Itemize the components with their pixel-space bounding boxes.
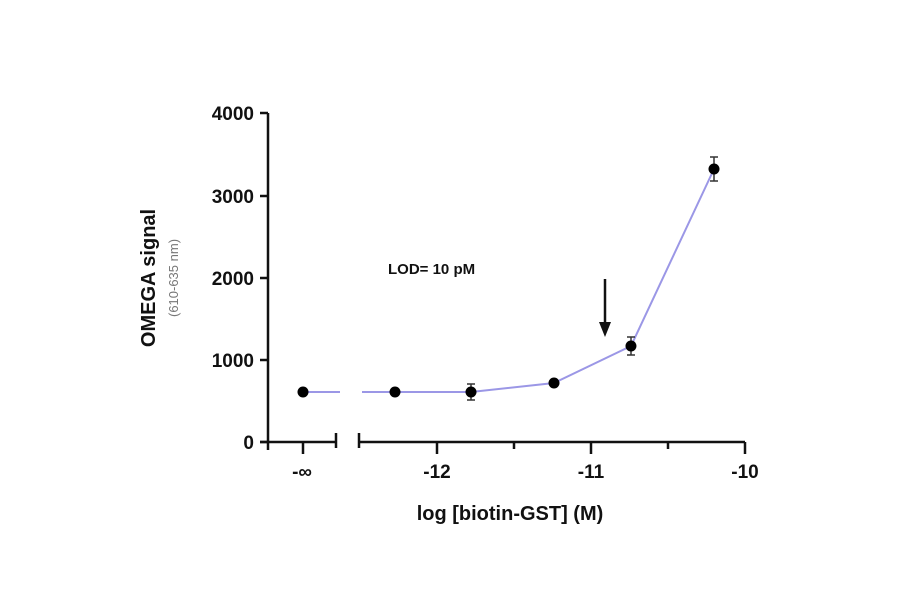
data-point (389, 386, 401, 398)
y-tick-0: 0 (243, 433, 254, 454)
x-tick-neg11: -11 (578, 462, 605, 483)
x-tick-neg-infinity: -∞ (292, 462, 312, 483)
y-axis: 4000 3000 2000 1000 0 (212, 104, 270, 454)
data-point (548, 377, 560, 389)
x-axis-title: log [biotin-GST] (M) (417, 503, 604, 525)
lod-annotation: LOD= 10 pM (388, 261, 475, 278)
x-tick-neg12: -12 (423, 462, 450, 483)
y-axis-title: OMEGA signal (138, 209, 160, 347)
data-point (465, 386, 477, 398)
data-point (708, 163, 720, 175)
x-tick-neg10: -10 (731, 462, 758, 483)
y-tick-4000: 4000 (212, 104, 254, 125)
y-tick-2000: 2000 (212, 269, 254, 290)
arrow-down-icon (599, 279, 611, 337)
y-tick-3000: 3000 (212, 187, 254, 208)
y-axis-subtitle: (610-635 nm) (166, 239, 181, 317)
data-points (297, 163, 720, 398)
series-line (303, 168, 715, 393)
x-axis: -∞ -12 -11 -10 (260, 433, 759, 483)
data-point (297, 386, 309, 398)
data-point (625, 340, 637, 352)
y-tick-1000: 1000 (212, 351, 254, 372)
